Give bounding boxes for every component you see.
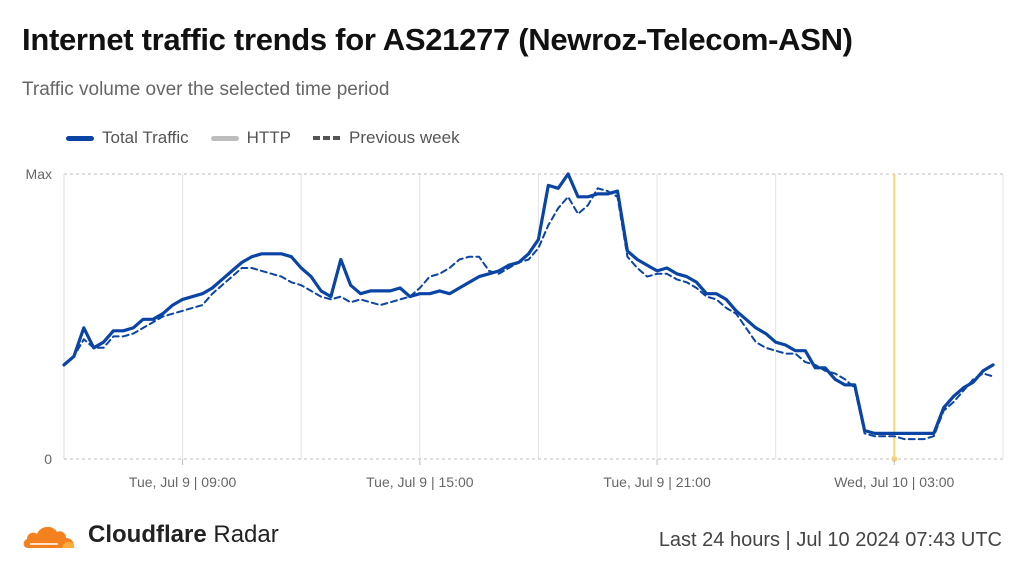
cloudflare-radar-logo: Cloudflare Radar bbox=[22, 520, 279, 550]
chart-title: Internet traffic trends for AS21277 (New… bbox=[22, 22, 853, 57]
legend: Total Traffic HTTP Previous week bbox=[66, 128, 460, 148]
legend-item-total-traffic[interactable]: Total Traffic bbox=[66, 128, 189, 148]
x-tick-label: Tue, Jul 9 | 09:00 bbox=[129, 474, 237, 490]
chart-area[interactable]: 0 Max Tue, Jul 9 | 09:00 Tue, Jul 9 | 15:00… bbox=[0, 160, 1024, 500]
time-range-label: Last 24 hours | Jul 10 2024 07:43 UTC bbox=[658, 529, 1002, 551]
x-tick-label: Tue, Jul 9 | 15:00 bbox=[366, 474, 474, 490]
previous-week-series-line[interactable] bbox=[63, 187, 995, 441]
total-traffic-series-line[interactable] bbox=[62, 172, 995, 435]
y-tick-label-0: 0 bbox=[44, 451, 52, 467]
traffic-line-chart[interactable]: 0 Max Tue, Jul 9 | 09:00 Tue, Jul 9 | 15:00… bbox=[0, 160, 1024, 500]
brand-name: Cloudflare Radar bbox=[88, 521, 279, 548]
legend-swatch-http bbox=[210, 135, 239, 141]
x-tick-label: Tue, Jul 9 | 21:00 bbox=[603, 474, 711, 490]
legend-item-http[interactable]: HTTP bbox=[210, 128, 292, 148]
legend-swatch-total-traffic bbox=[66, 135, 94, 141]
chart-subtitle: Traffic volume over the selected time pe… bbox=[22, 79, 390, 100]
x-tick-label: Wed, Jul 10 | 03:00 bbox=[834, 474, 954, 490]
legend-label: Total Traffic bbox=[102, 128, 189, 147]
legend-swatch-previous-week bbox=[313, 136, 342, 140]
legend-label: Previous week bbox=[349, 128, 460, 147]
y-tick-label-max: Max bbox=[26, 166, 52, 182]
cloudflare-cloud-icon bbox=[23, 526, 75, 548]
legend-item-previous-week[interactable]: Previous week bbox=[313, 128, 460, 148]
legend-label: HTTP bbox=[246, 128, 292, 147]
